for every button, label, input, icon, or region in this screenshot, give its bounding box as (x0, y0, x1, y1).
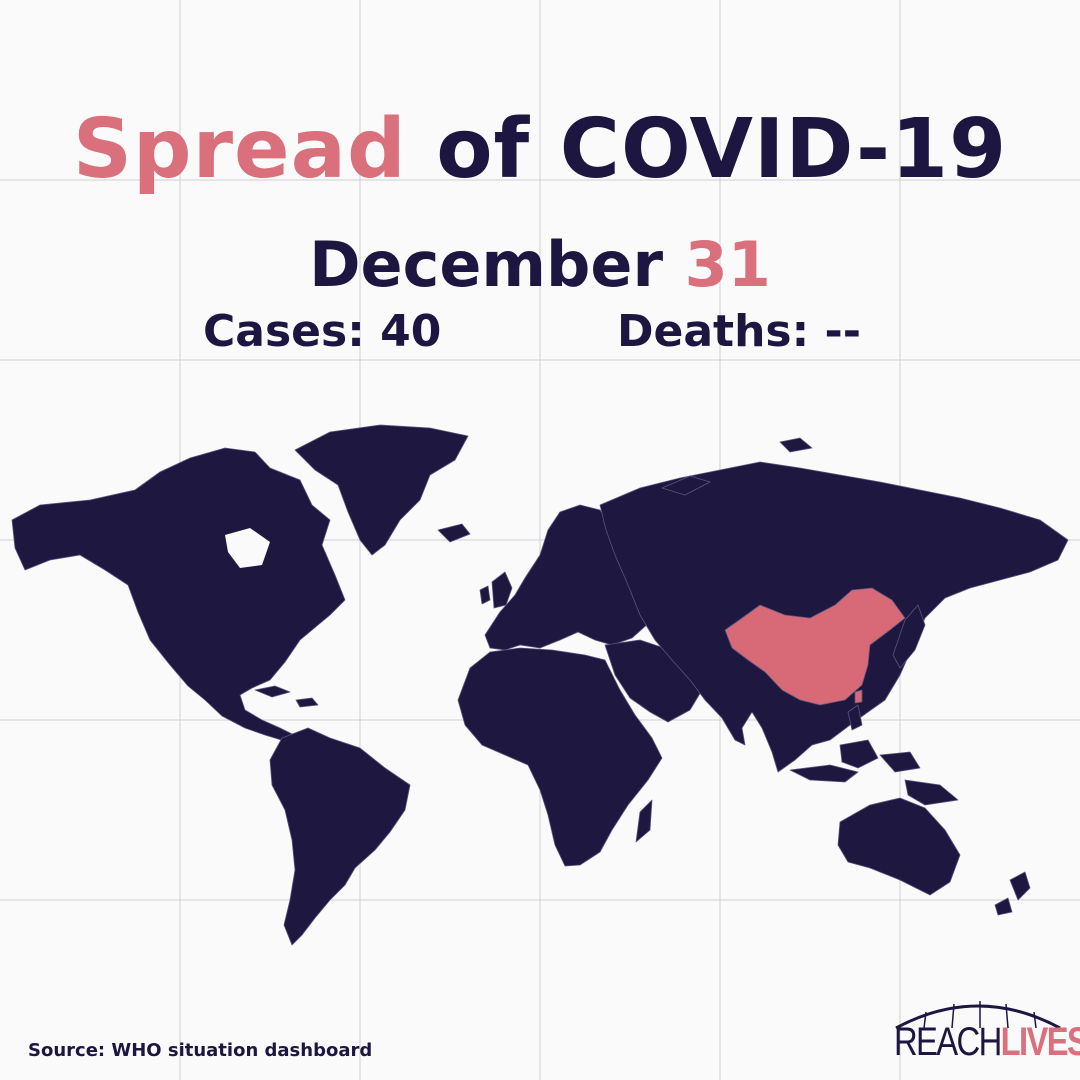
australia (837, 797, 961, 896)
china-highlight (724, 587, 906, 706)
logo-text: REACHLIVES (894, 1020, 1080, 1065)
south-america (269, 727, 411, 946)
africa (457, 647, 663, 867)
source-note: Source: WHO situation dashboard (28, 1040, 373, 1061)
title-highlight: Spread (72, 102, 407, 197)
deaths-value: -- (824, 306, 862, 357)
page-title: Spread of COVID-19 (0, 102, 1080, 197)
world-map (11, 424, 1069, 946)
logo-lives: LIVES (1000, 1020, 1080, 1064)
deaths-label: Deaths: (617, 306, 810, 357)
deaths-stat: Deaths: -- (617, 306, 861, 357)
logo-arch-icon (895, 1001, 1061, 1030)
date-day: 31 (684, 228, 771, 301)
date-month: December (309, 228, 664, 301)
date-label: December 31 (0, 228, 1080, 301)
cases-value: 40 (380, 306, 442, 357)
north-america (11, 447, 346, 743)
reachlives-logo: REACHLIVES (888, 990, 1080, 1070)
logo-reach: REACH (894, 1020, 1002, 1064)
cases-stat: Cases: 40 (203, 306, 441, 357)
greenland (294, 424, 469, 556)
title-rest: of COVID-19 (436, 102, 1008, 197)
cases-label: Cases: (203, 306, 365, 357)
